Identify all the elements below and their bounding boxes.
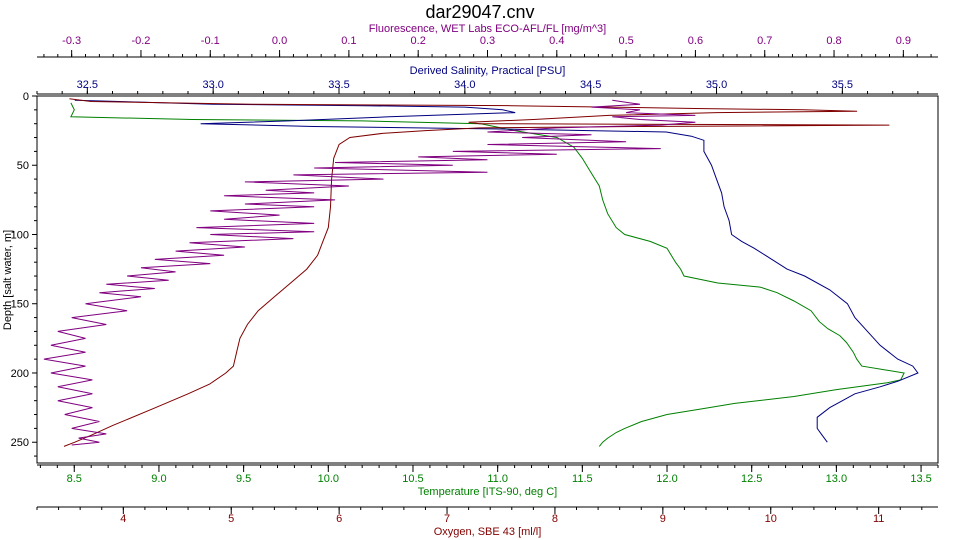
fluorescence-tick-label: 0.0	[272, 35, 287, 47]
temperature-series-line	[70, 102, 905, 447]
oxygen-tick-label: 7	[444, 513, 450, 525]
fluorescence-tick-label: 0.3	[480, 35, 495, 47]
salinity-tick-label: 34.0	[454, 79, 475, 91]
temperature-axis-title: Temperature [ITS-90, deg C]	[418, 486, 557, 498]
fluorescence-axis-title: Fluorescence, WET Labs ECO-AFL/FL [mg/m^…	[369, 23, 606, 35]
oxygen-tick-label: 6	[336, 513, 342, 525]
fluorescence-tick-label: 0.2	[411, 35, 426, 47]
oxygen-tick-label: 8	[552, 513, 558, 525]
oxygen-tick-label: 4	[120, 513, 126, 525]
temperature-tick-label: 13.0	[826, 473, 847, 485]
salinity-tick-label: 33.5	[328, 79, 349, 91]
temperature-tick-label: 11.5	[572, 473, 593, 485]
salinity-tick-label: 32.5	[77, 79, 98, 91]
salinity-axis-title: Derived Salinity, Practical [PSU]	[410, 65, 566, 77]
oxygen-axis-title: Oxygen, SBE 43 [ml/l]	[434, 526, 542, 538]
depth-tick-label: 50	[17, 160, 29, 172]
temperature-tick-label: 8.5	[67, 473, 82, 485]
salinity-tick-label: 33.0	[202, 79, 223, 91]
temperature-tick-label: 10.5	[402, 473, 423, 485]
depth-tick-label: 150	[11, 299, 29, 311]
series-layer	[43, 98, 919, 447]
depth-tick-label: 250	[11, 437, 29, 449]
depth-tick-label: 200	[11, 368, 29, 380]
fluorescence-tick-label: -0.3	[62, 35, 81, 47]
salinity-tick-label: 35.5	[832, 79, 853, 91]
oxygen-tick-label: 5	[228, 513, 234, 525]
plot-frame	[36, 95, 939, 464]
salinity-tick-label: 35.0	[706, 79, 727, 91]
temperature-tick-label: 9.0	[151, 473, 166, 485]
oxygen-tick-label: 11	[873, 513, 884, 525]
temperature-tick-label: 10.0	[318, 473, 339, 485]
fluorescence-tick-label: 0.6	[688, 35, 703, 47]
depth-tick-label: 100	[11, 229, 29, 241]
salinity-tick-label: 34.5	[580, 79, 601, 91]
salinity-series-line	[74, 99, 919, 443]
fluorescence-tick-label: 0.7	[757, 35, 772, 47]
fluorescence-tick-label: -0.1	[201, 35, 220, 47]
y-axis-title: Depth [salt water, m]	[2, 230, 14, 330]
fluorescence-tick-label: 0.9	[896, 35, 911, 47]
fluorescence-tick-label: 0.5	[618, 35, 633, 47]
fluorescence-tick-label: 0.8	[826, 35, 841, 47]
temperature-tick-label: 12.5	[741, 473, 762, 485]
temperature-tick-label: 9.5	[236, 473, 251, 485]
fluorescence-tick-label: -0.2	[131, 35, 150, 47]
oxygen-tick-label: 9	[660, 513, 666, 525]
depth-tick-label: 0	[23, 91, 29, 103]
axes-layer: -0.3 -0.2 -0.1 0.0 0.1 0.2 0.3 0.4 0.5 0.6 0.7 0.8 0…	[11, 23, 939, 538]
fluorescence-tick-label: 0.4	[549, 35, 564, 47]
temperature-tick-label: 13.5	[910, 473, 931, 485]
fluorescence-series-line	[43, 99, 696, 446]
fluorescence-tick-label: 0.1	[341, 35, 356, 47]
oxygen-tick-label: 10	[765, 513, 777, 525]
temperature-tick-label: 12.0	[656, 473, 677, 485]
chart-title: dar29047.cnv	[425, 2, 534, 22]
temperature-tick-label: 11.0	[487, 473, 508, 485]
